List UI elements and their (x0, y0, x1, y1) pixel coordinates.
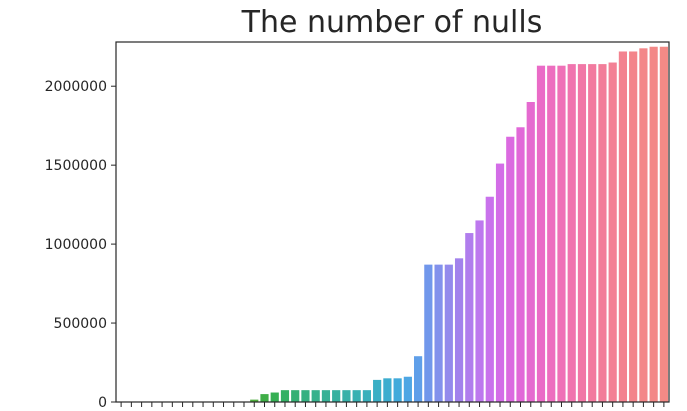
bar (383, 378, 392, 402)
bar (444, 264, 453, 402)
bar (465, 233, 474, 402)
bar (526, 102, 535, 402)
bar (567, 64, 576, 403)
y-tick-label: 500000 (54, 316, 107, 332)
bar (332, 390, 341, 402)
chart-title: The number of nulls (241, 5, 543, 40)
bar (414, 356, 423, 402)
bar (495, 163, 505, 402)
bar (321, 390, 331, 402)
bar (506, 136, 515, 402)
bar (393, 378, 402, 402)
y-axis: 0 500000 1000000 1500000 2000000 (45, 79, 116, 411)
bar (588, 64, 597, 403)
bar (291, 390, 300, 402)
bar (362, 390, 371, 402)
bar (280, 390, 290, 402)
bar (649, 46, 658, 402)
bar (557, 65, 566, 403)
bar (618, 51, 628, 402)
bar (485, 196, 494, 402)
bar (598, 64, 607, 403)
bar (629, 51, 638, 402)
bar (301, 390, 310, 402)
bar (639, 48, 648, 402)
bar (608, 62, 617, 403)
bar (516, 127, 525, 403)
bar (250, 399, 259, 402)
y-tick-label: 0 (98, 395, 107, 411)
bar (270, 392, 279, 402)
bar (373, 379, 382, 402)
bar (536, 65, 546, 403)
bar (577, 64, 587, 403)
x-axis (120, 402, 665, 407)
y-tick-label: 1000000 (45, 237, 107, 253)
bar (547, 65, 556, 403)
plot-frame (115, 41, 670, 403)
bar (475, 220, 484, 402)
bar (403, 376, 412, 402)
bar (424, 264, 433, 402)
bar (454, 258, 464, 402)
bar (311, 390, 320, 402)
bar (260, 394, 269, 402)
y-tick-label: 2000000 (45, 79, 107, 95)
bar (342, 390, 351, 402)
bar (352, 390, 361, 402)
y-tick-label: 1500000 (45, 158, 107, 174)
bar (434, 264, 443, 402)
bar (659, 46, 668, 402)
bars-group (250, 46, 668, 403)
